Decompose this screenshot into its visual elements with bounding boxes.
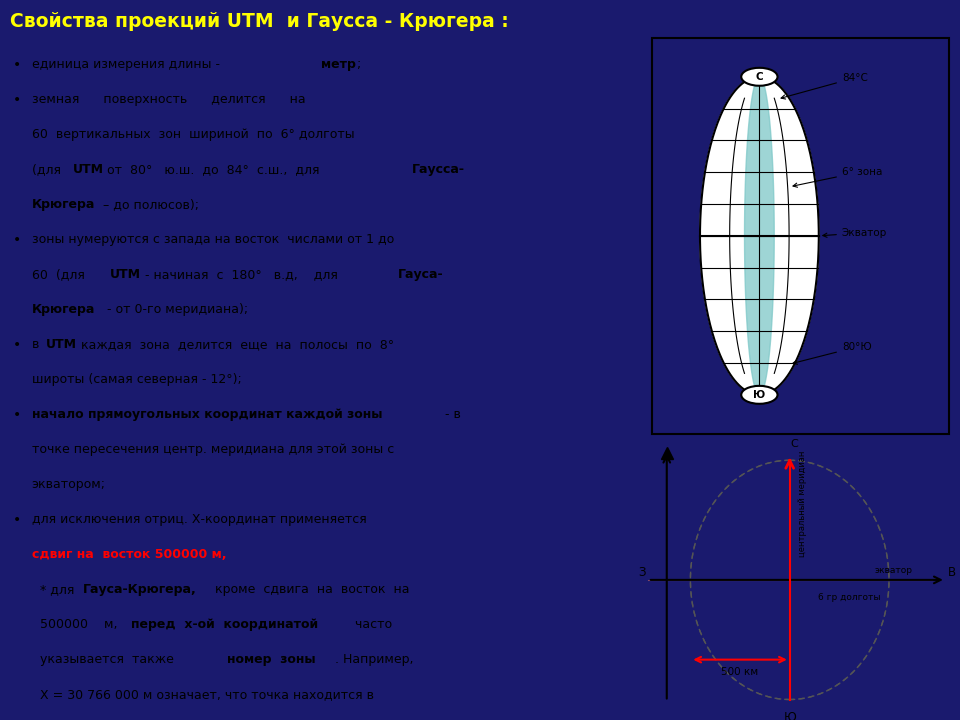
Text: UTM: UTM	[46, 338, 77, 351]
Text: начало прямоугольных координат каждой зоны: начало прямоугольных координат каждой зо…	[32, 408, 382, 421]
Text: UTM: UTM	[73, 163, 104, 176]
Text: UTM: UTM	[110, 268, 141, 281]
Text: С: С	[756, 72, 763, 82]
Text: единица измерения длины -: единица измерения длины -	[32, 58, 224, 71]
Text: •: •	[12, 408, 21, 422]
Text: часто: часто	[347, 618, 392, 631]
Text: Ю: Ю	[754, 390, 765, 400]
Text: метр: метр	[321, 58, 356, 71]
Text: – до полюсов);: – до полюсов);	[99, 198, 200, 211]
Text: (для: (для	[32, 163, 68, 176]
Text: перед  х-ой  координатой: перед х-ой координатой	[131, 618, 318, 631]
Text: кроме  сдвига  на  восток  на: кроме сдвига на восток на	[206, 583, 409, 596]
Text: •: •	[12, 233, 21, 247]
Text: широты (самая северная - 12°);: широты (самая северная - 12°);	[32, 373, 241, 386]
Text: Свойства проекций UTM  и Гаусса - Крюгера :: Свойства проекций UTM и Гаусса - Крюгера…	[10, 12, 508, 31]
Text: 6 гр долготы: 6 гр долготы	[818, 593, 880, 602]
Text: для исключения отриц. Х-координат применяется: для исключения отриц. Х-координат примен…	[32, 513, 367, 526]
Text: указывается  также: указывается также	[40, 653, 181, 666]
Text: * для: * для	[40, 583, 83, 596]
Text: В: В	[948, 566, 956, 579]
Text: С: С	[791, 439, 799, 449]
Text: •: •	[12, 58, 21, 72]
Text: в: в	[32, 338, 47, 351]
Text: 60  (для: 60 (для	[32, 268, 92, 281]
Text: 6° зона: 6° зона	[793, 166, 882, 187]
Text: центральный меридиан: центральный меридиан	[798, 451, 807, 557]
Text: 80°Ю: 80°Ю	[793, 342, 872, 364]
Text: •: •	[12, 338, 21, 352]
Text: Ю: Ю	[783, 711, 796, 720]
Polygon shape	[700, 77, 819, 395]
Text: - начиная  с  180°   в.д,    для: - начиная с 180° в.д, для	[137, 268, 346, 281]
Text: земная      поверхность      делится      на: земная поверхность делится на	[32, 93, 305, 106]
Text: - в: - в	[441, 408, 461, 421]
Polygon shape	[745, 77, 774, 395]
Text: . Например,: . Например,	[335, 653, 414, 666]
Text: ;: ;	[357, 58, 362, 71]
Text: 500 км: 500 км	[722, 667, 758, 678]
Text: Крюгера: Крюгера	[32, 303, 95, 316]
Text: •: •	[12, 513, 21, 527]
Circle shape	[741, 68, 778, 86]
Text: З: З	[638, 566, 645, 579]
Text: Крюгера: Крюгера	[32, 198, 95, 211]
Text: 500000    м,: 500000 м,	[40, 618, 126, 631]
Text: Гауса-Крюгера,: Гауса-Крюгера,	[83, 583, 197, 596]
Text: Гаусса-: Гаусса-	[412, 163, 465, 176]
Text: Гауса-: Гауса-	[397, 268, 444, 281]
Text: точке пересечения центр. меридиана для этой зоны с: точке пересечения центр. меридиана для э…	[32, 443, 394, 456]
Text: Экватор: Экватор	[823, 228, 887, 238]
Text: зоны нумеруются с запада на восток  числами от 1 до: зоны нумеруются с запада на восток числа…	[32, 233, 394, 246]
Text: экватор: экватор	[875, 567, 913, 575]
Text: экватором;: экватором;	[32, 478, 106, 491]
Text: каждая  зона  делится  еще  на  полосы  по  8°: каждая зона делится еще на полосы по 8°	[73, 338, 395, 351]
Text: 84°С: 84°С	[781, 73, 868, 99]
Text: 60  вертикальных  зон  шириной  по  6° долготы: 60 вертикальных зон шириной по 6° долгот…	[32, 128, 354, 141]
Text: •: •	[12, 93, 21, 107]
Text: - от 0-го меридиана);: - от 0-го меридиана);	[99, 303, 249, 316]
Text: Х = 30 766 000 м означает, что точка находится в: Х = 30 766 000 м означает, что точка нах…	[40, 688, 373, 701]
Circle shape	[741, 386, 778, 404]
Text: сдвиг на  восток 500000 м,: сдвиг на восток 500000 м,	[32, 548, 227, 561]
Text: от  80°   ю.ш.  до  84°  с.ш.,  для: от 80° ю.ш. до 84° с.ш., для	[99, 163, 327, 176]
Text: номер  зоны: номер зоны	[227, 653, 316, 666]
